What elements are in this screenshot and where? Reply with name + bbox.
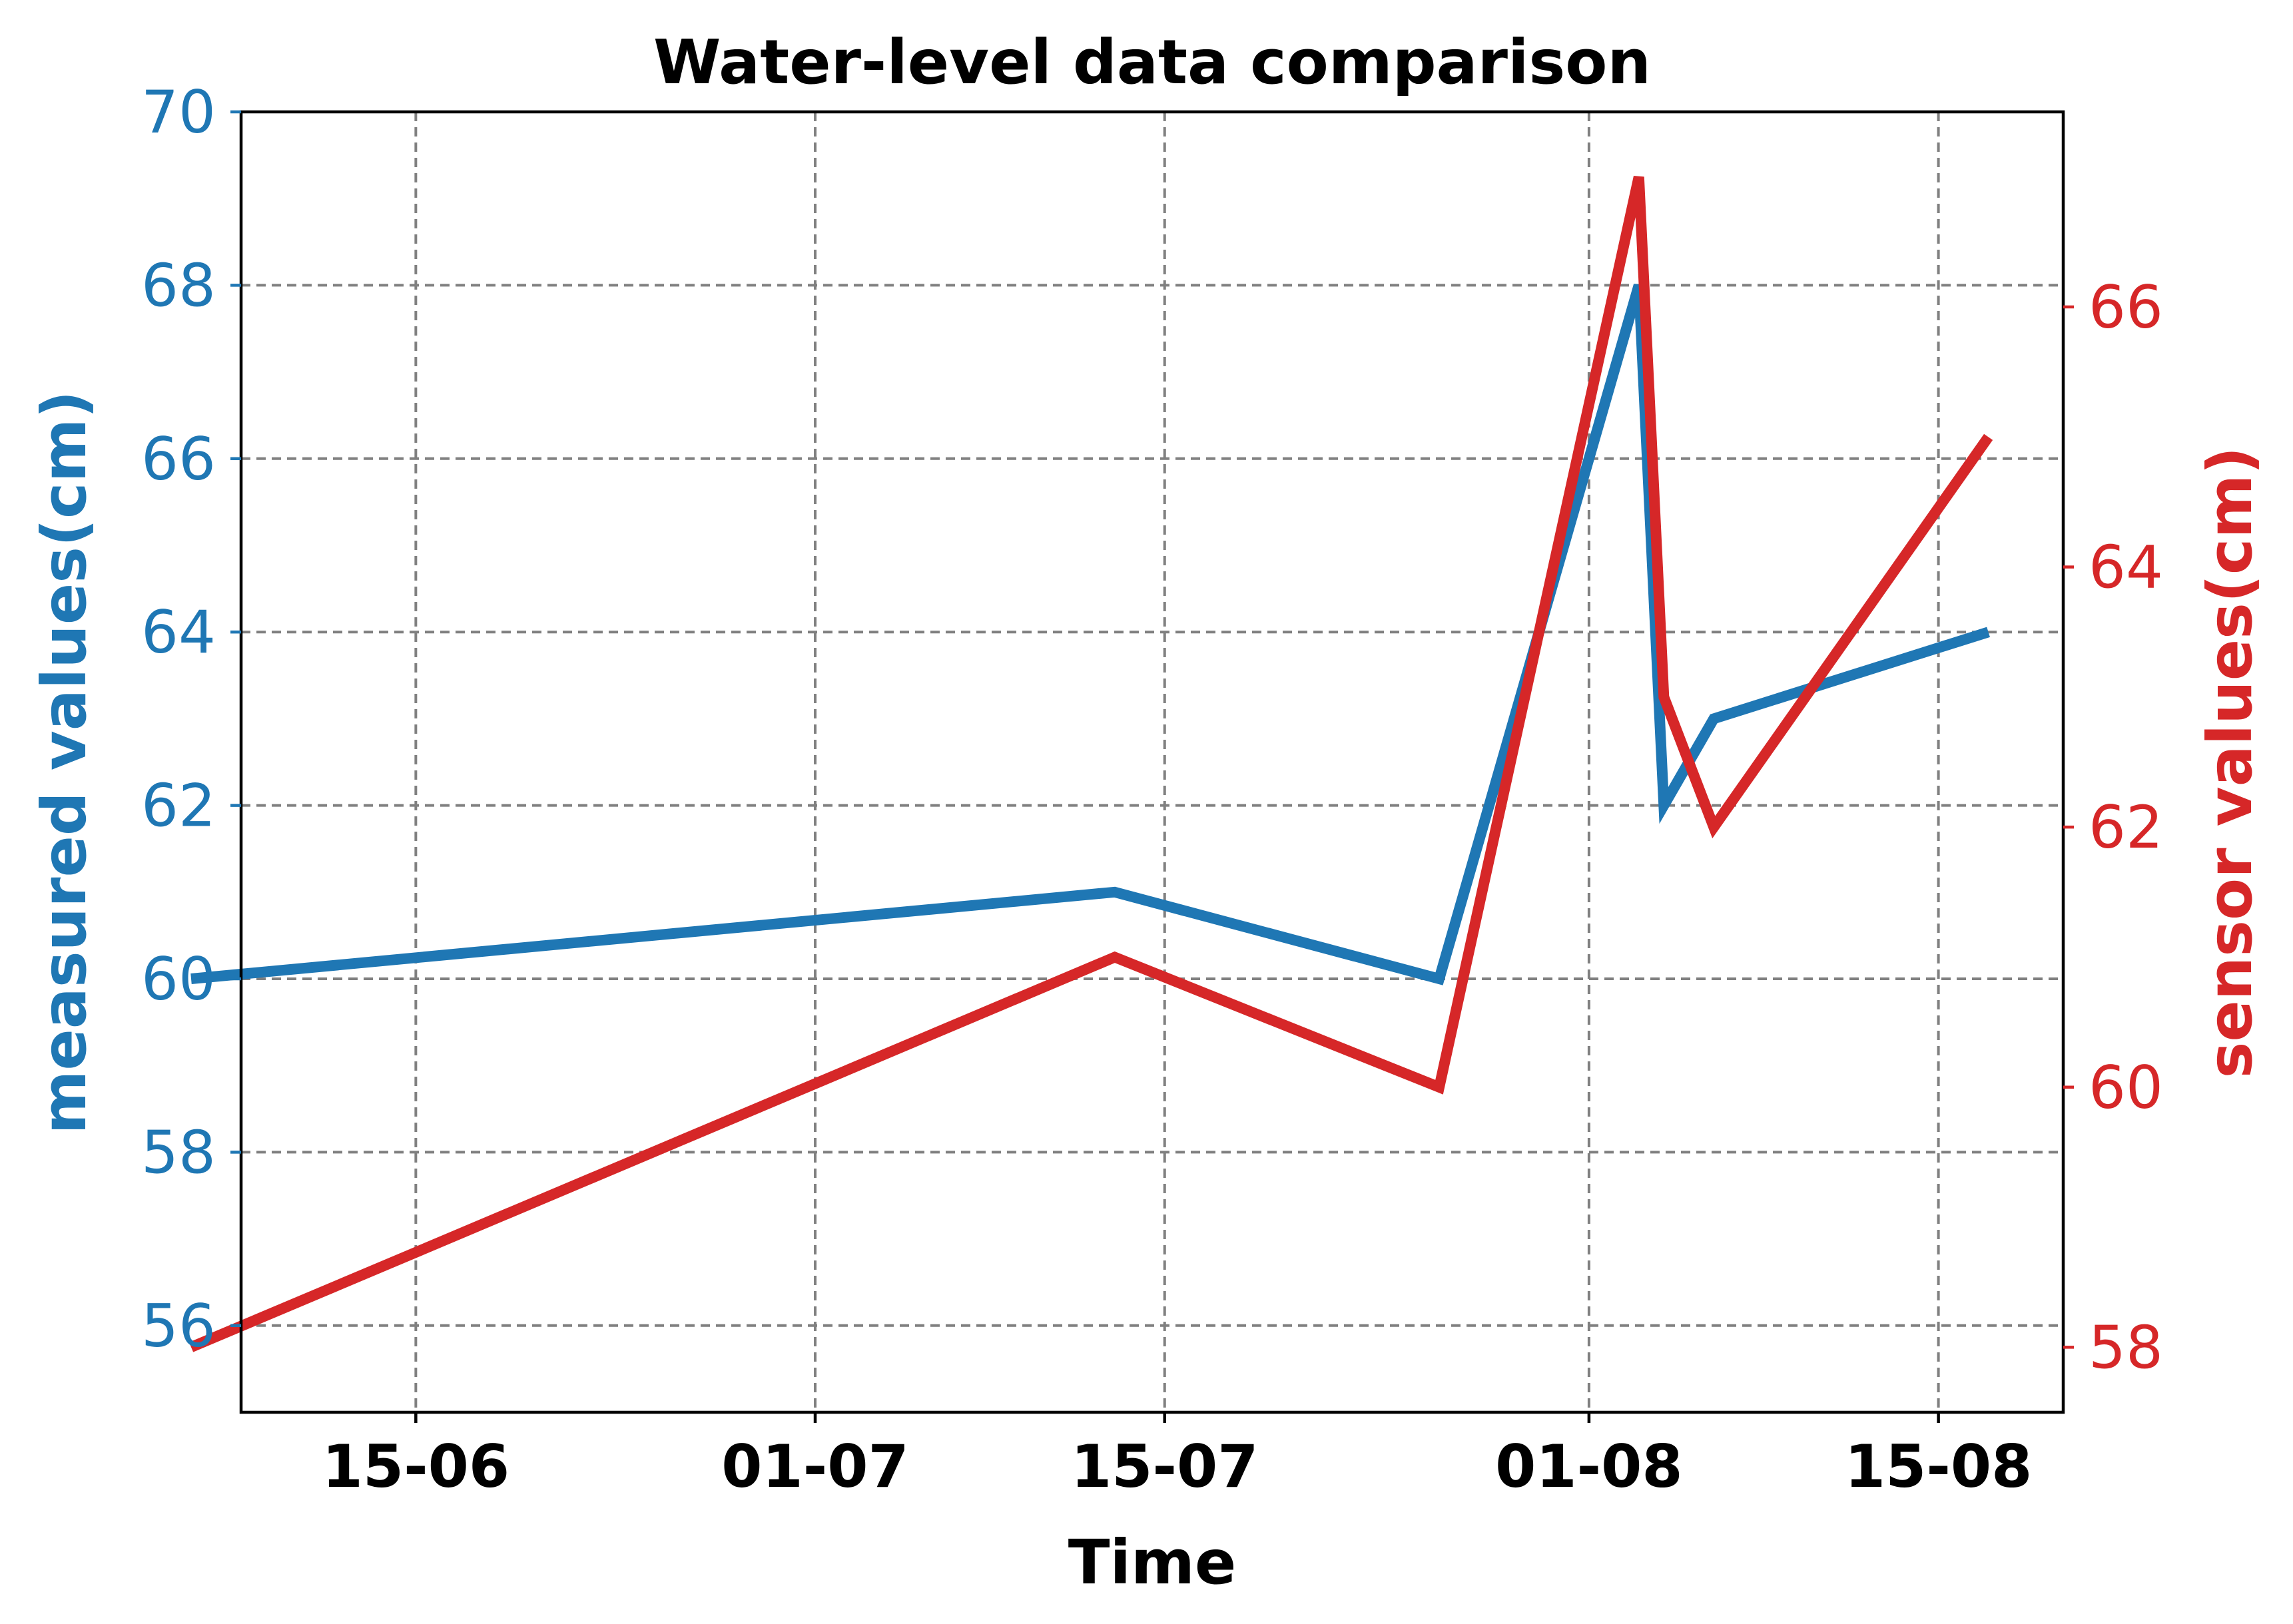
chart-title: Water-level data comparison	[653, 27, 1651, 98]
x-tick-label: 15-06	[322, 1432, 509, 1501]
y-right-tick-label: 58	[2089, 1313, 2163, 1382]
x-axis: 15-06 01-07 15-07 01-08 15-08	[322, 1412, 2032, 1501]
y-right-tick-label: 60	[2089, 1053, 2163, 1122]
plot-frame	[239, 110, 2065, 1414]
sensor-series-line	[188, 175, 1993, 1352]
y-left-tick-label: 56	[141, 1292, 216, 1360]
y-axis-right: 58 60 62 64 66	[2063, 273, 2163, 1382]
y-right-tick-label: 62	[2089, 793, 2163, 862]
y-right-tick-label: 66	[2089, 273, 2163, 342]
grid	[241, 111, 2063, 1412]
y-axis-left: 56 58 60 62 64 66 68 70	[141, 78, 241, 1360]
y-left-tick-label: 60	[141, 945, 216, 1013]
y-left-tick-label: 70	[141, 78, 216, 146]
x-tick-label: 15-07	[1071, 1432, 1258, 1501]
x-tick-label: 15-08	[1845, 1432, 2032, 1501]
y-axis-right-label: sensor values(cm)	[2194, 447, 2266, 1079]
x-tick-label: 01-07	[721, 1432, 908, 1501]
y-left-tick-label: 68	[141, 251, 216, 320]
x-tick-label: 01-08	[1495, 1432, 1682, 1501]
y-left-tick-label: 66	[141, 425, 216, 493]
series-group	[188, 175, 1993, 1352]
y-left-tick-label: 64	[141, 598, 216, 667]
y-left-tick-label: 62	[141, 772, 216, 840]
y-axis-left-label: measured values(cm)	[29, 391, 100, 1135]
y-left-tick-label: 58	[141, 1118, 216, 1187]
x-axis-label: Time	[1068, 1527, 1237, 1598]
y-right-tick-label: 64	[2089, 533, 2163, 602]
